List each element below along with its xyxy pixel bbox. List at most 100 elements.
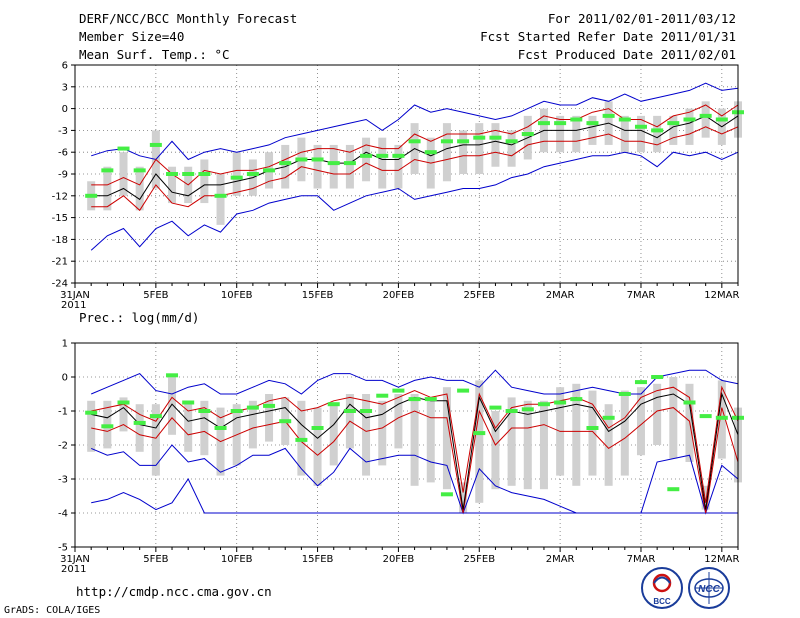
spread-box	[491, 411, 500, 490]
x-tick-label: 25FEB	[463, 554, 495, 565]
observed-marker	[246, 405, 259, 410]
x-tick-label: 31JAN	[60, 290, 90, 301]
observed-marker	[618, 117, 631, 122]
spread-box	[329, 144, 338, 189]
observed-marker	[699, 113, 712, 118]
spread-box	[151, 404, 160, 476]
spread-box	[362, 137, 371, 182]
spread-box	[491, 123, 500, 167]
observed-marker	[133, 168, 146, 173]
spread-box	[184, 404, 193, 452]
x-tick-label: 12MAR	[704, 290, 739, 301]
x-tick-label: 15FEB	[302, 554, 334, 565]
spread-box	[685, 108, 694, 145]
series-max-line	[91, 82, 739, 161]
series-min-line	[90, 151, 739, 251]
spread-box	[669, 115, 678, 145]
observed-marker	[473, 135, 486, 140]
observed-marker	[133, 420, 146, 425]
spread-box	[475, 380, 484, 503]
observed-marker	[327, 402, 340, 407]
observed-marker	[683, 400, 696, 405]
observed-marker	[651, 128, 664, 133]
observed-marker	[182, 400, 195, 405]
observed-marker	[667, 121, 680, 126]
spread-box	[620, 115, 629, 153]
observed-marker	[602, 415, 615, 420]
observed-marker	[586, 426, 599, 430]
spread-box	[216, 174, 225, 225]
observed-marker	[473, 431, 486, 436]
spread-box	[119, 397, 128, 432]
observed-marker	[117, 400, 130, 405]
observed-marker	[602, 113, 615, 118]
x-tick-label: 5FEB	[143, 554, 168, 565]
forecast-produced-date: Fcst Produced Date 2011/02/01	[517, 47, 736, 62]
member-size-label: Member Size=40	[79, 29, 185, 44]
spread-box	[200, 400, 209, 456]
observed-marker	[166, 373, 179, 378]
x-tick-label: 15FEB	[302, 290, 334, 301]
spread-box	[459, 482, 468, 513]
observed-marker	[343, 409, 356, 413]
spread-box	[426, 400, 435, 483]
spread-box	[636, 115, 645, 153]
observed-marker	[424, 397, 437, 402]
spread-box	[523, 400, 532, 490]
observed-marker	[101, 168, 114, 173]
spread-box	[345, 144, 354, 189]
observed-marker	[440, 139, 453, 144]
chart-title: DERF/NCC/BCC Monthly Forecast	[79, 11, 298, 26]
observed-marker	[715, 117, 728, 122]
observed-marker	[343, 161, 356, 166]
observed-marker	[198, 172, 211, 176]
observed-marker	[149, 142, 162, 147]
spread-box	[168, 166, 177, 204]
observed-marker	[537, 402, 550, 407]
spread-box	[572, 383, 581, 486]
spread-box	[442, 123, 451, 182]
spread-box	[669, 377, 678, 459]
spread-box	[248, 400, 257, 449]
bcc-logo: BCC	[641, 567, 683, 609]
observed-marker	[554, 400, 567, 405]
observed-marker	[182, 172, 195, 176]
observed-marker	[408, 397, 421, 402]
forecast-start-date: Fcst Started Refer Date 2011/01/31	[480, 29, 736, 44]
observed-marker	[457, 139, 470, 144]
spread-box	[636, 387, 645, 456]
observed-marker	[360, 409, 373, 413]
x-tick-label: 25FEB	[463, 290, 495, 301]
y-tick-label: -3	[58, 475, 68, 486]
footer-url[interactable]: http://cmdp.ncc.cma.gov.cn	[76, 584, 272, 599]
observed-marker	[149, 414, 162, 419]
observed-marker	[586, 121, 599, 126]
panel1-variable-label: Mean Surf. Temp.: °C	[79, 47, 230, 62]
y-tick-label: -3	[58, 126, 68, 137]
x-tick-label: 10FEB	[221, 290, 253, 301]
observed-marker	[85, 193, 98, 198]
observed-marker	[440, 492, 453, 497]
observed-marker	[85, 410, 98, 415]
x-tick-label: 7MAR	[627, 554, 656, 565]
series-lower-line	[91, 407, 739, 514]
bcc-logo-text: BCC	[653, 597, 671, 606]
observed-marker	[392, 388, 405, 393]
observed-marker	[360, 153, 373, 158]
observed-marker	[376, 153, 389, 158]
observed-marker	[392, 153, 405, 158]
y-tick-label: -4	[58, 509, 68, 520]
observed-marker	[279, 419, 292, 424]
observed-marker	[198, 409, 211, 413]
x-tick-label: 31JAN	[60, 554, 90, 565]
observed-marker	[554, 121, 567, 126]
spread-box	[135, 166, 144, 211]
panel2-variable-label: Prec.: log(mm/d)	[79, 310, 200, 325]
ncc-logo-text: NCC	[698, 584, 720, 595]
observed-marker	[570, 117, 583, 122]
y-tick-label: -21	[52, 257, 68, 268]
observed-marker	[521, 407, 534, 412]
observed-marker	[667, 487, 680, 492]
